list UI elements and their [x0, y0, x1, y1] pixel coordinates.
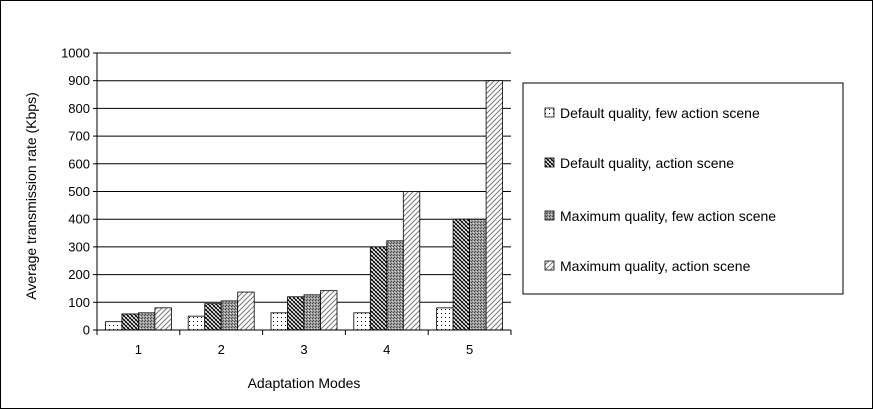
y-tick-label: 400	[68, 212, 90, 227]
bar	[154, 307, 172, 331]
legend-swatch	[544, 107, 555, 118]
y-tick-label: 100	[68, 295, 90, 310]
x-tick-label: 2	[218, 342, 225, 357]
x-tick-label: 3	[300, 342, 307, 357]
legend-swatch	[544, 210, 555, 221]
legend-swatch	[544, 157, 555, 168]
bar	[237, 291, 255, 331]
bar	[204, 303, 222, 331]
legend-box	[522, 82, 844, 295]
y-tick-label: 600	[68, 156, 90, 171]
y-tick-label: 1000	[61, 46, 90, 61]
bar	[369, 246, 388, 331]
x-axis-title: Adaptation Modes	[248, 375, 361, 391]
bar	[402, 191, 421, 331]
y-tick-label: 900	[68, 73, 90, 88]
bar	[452, 218, 471, 331]
bar	[287, 296, 305, 331]
bar	[469, 218, 487, 331]
legend-label: Default quality, action scene	[560, 155, 734, 171]
y-tick-label: 800	[68, 101, 90, 116]
x-tick-label: 1	[135, 342, 142, 357]
y-tick-label: 0	[83, 323, 90, 338]
legend-swatch	[544, 260, 555, 271]
legend-label: Maximum quality, action scene	[560, 258, 751, 274]
x-tick-label: 5	[466, 342, 473, 357]
bar	[353, 312, 371, 331]
y-tick-label: 300	[68, 239, 90, 254]
y-tick-label: 700	[68, 129, 90, 144]
bar	[187, 315, 206, 331]
y-tick-label: 500	[68, 184, 90, 199]
legend-label: Maximum quality, few action scene	[560, 208, 776, 224]
bar	[303, 294, 321, 331]
bar	[485, 80, 504, 331]
bar	[137, 312, 156, 331]
x-tick-label: 4	[383, 342, 390, 357]
bar	[386, 240, 404, 331]
bar	[105, 321, 123, 331]
bar	[121, 313, 139, 331]
bar	[436, 307, 454, 331]
bar	[220, 300, 239, 331]
bar	[320, 290, 338, 331]
y-tick-label: 200	[68, 267, 90, 282]
legend-label: Default quality, few action scene	[560, 105, 760, 121]
bar	[270, 312, 288, 331]
y-axis-title: Average transmission rate (Kbps)	[23, 92, 39, 300]
